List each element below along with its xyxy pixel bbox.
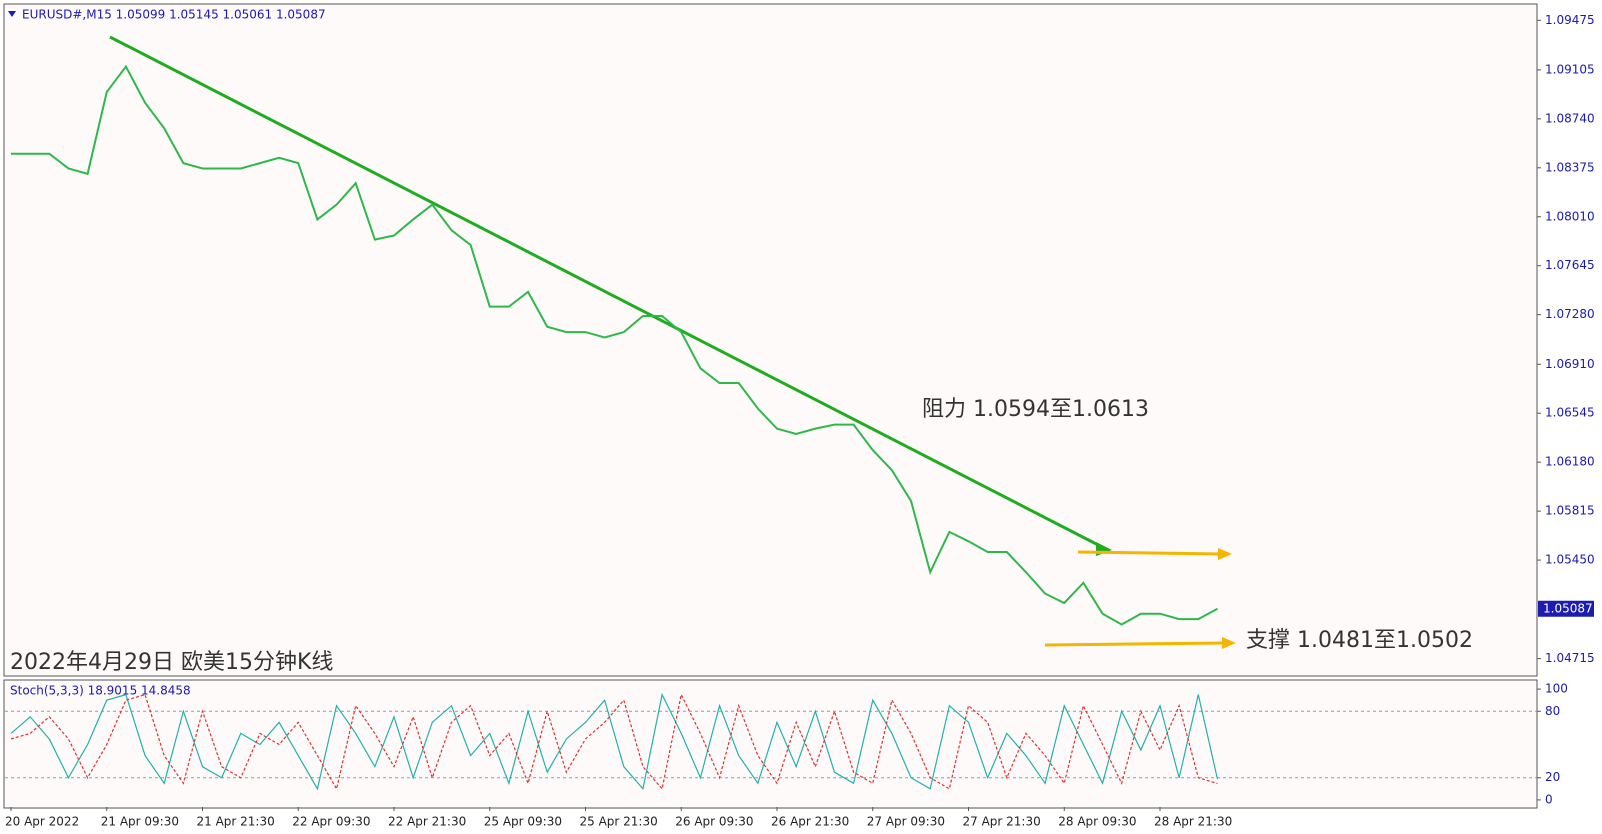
- series-line: [10, 692, 1218, 791]
- y-tick-label: 1.08010: [1545, 209, 1595, 223]
- x-tick-label: 21 Apr 09:30: [101, 815, 179, 829]
- y-tick-label: 1.08740: [1545, 111, 1595, 125]
- symbol-header: EURUSD#,M15 1.05099 1.05145 1.05061 1.05…: [22, 8, 326, 22]
- x-tick-label: 22 Apr 21:30: [388, 815, 466, 829]
- support-arrow: [1044, 641, 1227, 647]
- x-tick-label: 27 Apr 09:30: [867, 815, 945, 829]
- resistance-label: 阻力 1.0594至1.0613: [922, 397, 1149, 422]
- y-tick-label: 1.06910: [1545, 357, 1595, 371]
- x-tick-label: 25 Apr 21:30: [580, 815, 658, 829]
- last-price-label: 1.05087: [1543, 601, 1593, 615]
- y-tick-label: 1.07280: [1545, 307, 1595, 321]
- last-price-box: [1538, 600, 1594, 617]
- y-tick-label: 1.07645: [1545, 258, 1595, 272]
- caption: 2022年4月29日 欧美15分钟K线: [10, 650, 333, 675]
- resistance-arrow-head: [1218, 548, 1232, 560]
- x-tick-label: 28 Apr 09:30: [1058, 815, 1136, 829]
- x-tick-label: 27 Apr 21:30: [963, 815, 1041, 829]
- y-tick-label: 1.09105: [1545, 62, 1595, 76]
- trend-line: [109, 35, 1107, 551]
- y-tick-label: 1.05815: [1545, 504, 1595, 518]
- stoch-title: Stoch(5,3,3) 18.9015 14.8458: [10, 684, 191, 698]
- x-tick-label: 22 Apr 09:30: [292, 815, 370, 829]
- x-tick-label: 28 Apr 21:30: [1154, 815, 1232, 829]
- price-panel: [3, 3, 1538, 677]
- support-arrow-head: [1222, 637, 1236, 649]
- y-tick-label: 1.04715: [1545, 651, 1595, 665]
- x-tick-label: 20 Apr 2022: [5, 815, 79, 829]
- y-tick-label: 20: [1545, 770, 1560, 784]
- series-line: [10, 692, 1219, 791]
- y-tick-label: 1.05450: [1545, 553, 1595, 567]
- y-tick-label: 1.06180: [1545, 455, 1595, 469]
- y-tick-label: 100: [1545, 682, 1568, 696]
- x-tick-label: 25 Apr 09:30: [484, 815, 562, 829]
- resistance-arrow: [1077, 550, 1223, 556]
- x-tick-label: 21 Apr 21:30: [197, 815, 275, 829]
- header-arrow: [8, 11, 16, 17]
- y-tick-label: 1.06545: [1545, 406, 1595, 420]
- x-tick-label: 26 Apr 21:30: [771, 815, 849, 829]
- y-tick-label: 80: [1545, 704, 1560, 718]
- series-line: [11, 64, 1218, 626]
- support-label: 支撑 1.0481至1.0502: [1246, 628, 1473, 653]
- y-tick-label: 1.08375: [1545, 160, 1595, 174]
- y-tick-label: 0: [1545, 792, 1553, 806]
- x-tick-label: 26 Apr 09:30: [675, 815, 753, 829]
- y-tick-label: 1.09475: [1545, 13, 1595, 27]
